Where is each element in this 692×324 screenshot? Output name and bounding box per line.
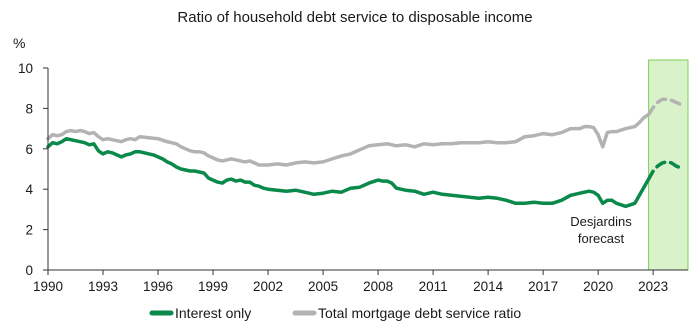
x-tick-label: 2005 bbox=[308, 279, 338, 294]
legend-label: Interest only bbox=[175, 305, 251, 321]
x-tick-label: 1990 bbox=[33, 279, 63, 294]
y-tick-label: 0 bbox=[25, 263, 33, 278]
axes bbox=[43, 67, 688, 275]
series-line-total-mortgage-debt-service-ratio-forecast bbox=[646, 97, 683, 117]
series-line-interest-only bbox=[46, 136, 651, 209]
x-tick-label: 1999 bbox=[198, 279, 228, 294]
x-tick-label: 2020 bbox=[583, 279, 613, 294]
y-tick-label: 10 bbox=[18, 61, 33, 76]
chart-title: Ratio of household debt service to dispo… bbox=[177, 9, 532, 26]
y-tick-label: 4 bbox=[25, 182, 33, 197]
legend: Interest only Total mortgage debt service… bbox=[149, 305, 521, 321]
x-tick-label: 2002 bbox=[253, 279, 283, 294]
series-line-interest-only-forecast bbox=[646, 160, 683, 181]
y-unit-label: % bbox=[13, 35, 25, 51]
legend-label: Total mortgage debt service ratio bbox=[318, 305, 521, 321]
x-tick-labels: 1990 1993 1996 1999 2002 2005 2008 2011 2014 2017… bbox=[33, 279, 668, 294]
x-tick-label: 2017 bbox=[528, 279, 558, 294]
y-tick-labels: 0 2 4 6 8 10 bbox=[18, 61, 34, 278]
x-tick-label: 2008 bbox=[363, 279, 393, 294]
series-lines bbox=[46, 97, 683, 209]
x-tick-label: 2014 bbox=[473, 279, 504, 294]
x-tick-label: 1996 bbox=[143, 279, 173, 294]
x-tick-label: 1993 bbox=[88, 279, 118, 294]
y-tick-label: 8 bbox=[25, 101, 33, 116]
x-tick-label: 2023 bbox=[638, 279, 668, 294]
annotation-line: forecast bbox=[578, 231, 625, 246]
y-tick-label: 2 bbox=[25, 223, 33, 238]
forecast-annotation: Desjardins forecast bbox=[570, 214, 632, 246]
annotation-line: Desjardins bbox=[570, 214, 632, 229]
forecast-region bbox=[648, 59, 689, 271]
series-line-total-mortgage-debt-service-ratio bbox=[46, 112, 651, 167]
x-tick-label: 2011 bbox=[419, 279, 448, 294]
y-tick-label: 6 bbox=[25, 142, 33, 157]
forecast-shade bbox=[648, 59, 689, 271]
